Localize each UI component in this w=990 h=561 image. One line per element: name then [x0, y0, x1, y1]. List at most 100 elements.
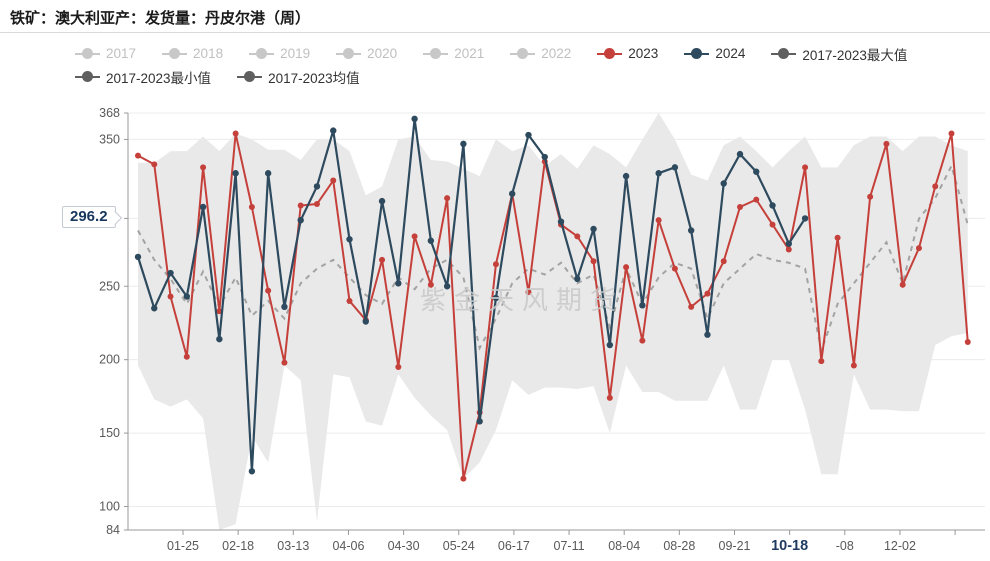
- point-2023: [411, 233, 418, 240]
- legend-line-dot-icon: [771, 48, 797, 59]
- point-2024: [639, 302, 646, 309]
- legend-item-2022[interactable]: 2022: [510, 46, 571, 61]
- x-tick-label: -08: [836, 539, 854, 553]
- legend-line-dot-icon: [162, 48, 188, 59]
- y-tick-label: 250: [99, 279, 120, 293]
- point-2024: [541, 153, 548, 161]
- point-2023: [590, 258, 597, 265]
- point-2023: [964, 339, 971, 346]
- x-tick-label: 06-17: [498, 539, 530, 553]
- point-2023: [769, 221, 776, 228]
- point-2023: [655, 217, 662, 224]
- point-2023: [427, 281, 434, 288]
- legend-item-2023[interactable]: 2023: [597, 46, 658, 61]
- point-2023: [671, 265, 678, 272]
- point-2024: [313, 183, 321, 190]
- point-2023: [151, 161, 158, 168]
- legend-item-label: 2017-2023最大值: [802, 47, 908, 63]
- point-2024: [151, 305, 158, 312]
- x-tick-label: 02-18: [222, 539, 254, 553]
- point-2024: [460, 140, 467, 148]
- point-2023: [200, 164, 207, 171]
- point-2023: [932, 183, 939, 190]
- legend-item-2024[interactable]: 2024: [684, 46, 745, 61]
- point-2023: [639, 337, 646, 344]
- x-tick-label: 04-30: [388, 539, 420, 553]
- point-2024: [248, 468, 256, 475]
- legend-item-2021[interactable]: 2021: [423, 46, 484, 61]
- legend-line-dot-icon: [423, 48, 449, 59]
- point-2024: [720, 180, 727, 187]
- legend-item-label: 2022: [541, 46, 572, 61]
- legend-line-dot-icon: [75, 48, 100, 59]
- point-2023: [915, 245, 922, 252]
- page-title: 铁矿：澳大利亚产：发货量：丹皮尔港（周）: [10, 10, 311, 27]
- point-2024: [622, 172, 630, 180]
- legend-item-2017-2023最小值[interactable]: 2017-2023最小值: [75, 67, 211, 87]
- legend-line-dot-icon: [684, 48, 710, 59]
- title-divider: [0, 32, 990, 33]
- point-2023: [899, 281, 906, 288]
- legend-item-label: 2024: [715, 46, 746, 61]
- legend-item-2020[interactable]: 2020: [336, 46, 397, 61]
- point-2024: [395, 280, 402, 287]
- point-2024: [606, 341, 614, 349]
- x-tick-label: 08-28: [663, 539, 695, 553]
- legend-item-2018[interactable]: 2018: [162, 46, 223, 61]
- point-2023: [135, 152, 141, 159]
- x-tick-label: 03-13: [277, 539, 309, 553]
- point-2024: [378, 197, 386, 205]
- point-2023: [948, 130, 955, 137]
- point-2023: [785, 246, 792, 253]
- point-2024: [687, 227, 695, 234]
- legend-item-2017-2023均值[interactable]: 2017-2023均值: [237, 67, 360, 87]
- point-2024: [134, 253, 142, 261]
- legend-item-label: 2020: [367, 46, 398, 61]
- legend-item-2019[interactable]: 2019: [249, 46, 310, 61]
- point-2023: [606, 394, 613, 401]
- point-2023: [736, 203, 743, 210]
- point-2023: [330, 177, 337, 184]
- point-2024: [232, 170, 239, 177]
- point-2023: [248, 203, 255, 210]
- legend-item-2017-2023最大值[interactable]: 2017-2023最大值: [771, 44, 907, 64]
- point-2023: [444, 195, 451, 202]
- legend-row-1: 2017 2018 2019 2020 2021 2022 2023 2024 2017-202…: [75, 42, 955, 65]
- point-2024: [281, 303, 288, 311]
- legend-item-label: 2017: [106, 46, 137, 61]
- point-2024: [476, 418, 483, 425]
- point-2023: [395, 364, 402, 371]
- point-2024: [753, 168, 760, 175]
- point-2024: [264, 170, 272, 177]
- y-tick-label: 368: [99, 106, 120, 120]
- point-2023: [313, 201, 320, 208]
- line-2024: [136, 118, 806, 472]
- point-2024: [427, 237, 435, 244]
- point-2024: [297, 216, 304, 224]
- legend-row-2: 2017-2023最小值 2017-2023均值: [75, 65, 955, 88]
- point-2023: [297, 202, 304, 209]
- point-2023: [883, 140, 890, 147]
- point-2024: [199, 203, 207, 211]
- legend: 2017 2018 2019 2020 2021 2022 2023 2024 2017-202…: [75, 42, 955, 88]
- point-2023: [281, 359, 288, 366]
- point-2023: [265, 287, 272, 294]
- point-2023: [460, 475, 467, 482]
- x-tick-label: 07-11: [554, 539, 585, 553]
- point-2023: [720, 258, 727, 265]
- legend-line-dot-icon: [237, 71, 263, 82]
- point-2024: [769, 202, 776, 209]
- point-2024: [655, 170, 662, 177]
- legend-item-label: 2019: [280, 46, 311, 61]
- series-2024: [134, 115, 809, 475]
- point-2024: [509, 190, 516, 197]
- point-2023: [850, 362, 857, 369]
- legend-item-2017[interactable]: 2017: [75, 46, 136, 61]
- legend-line-dot-icon: [75, 71, 100, 82]
- point-2023: [704, 290, 711, 297]
- point-2024: [362, 318, 369, 325]
- point-2024: [590, 225, 597, 233]
- x-tick-label: 12-02: [884, 539, 916, 553]
- point-2023: [818, 358, 825, 365]
